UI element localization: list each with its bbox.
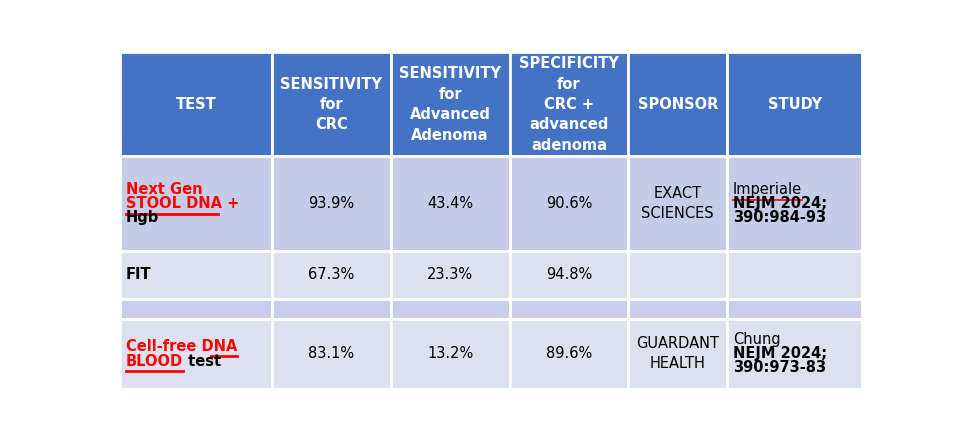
Bar — [510, 52, 628, 156]
Bar — [272, 52, 391, 156]
Text: 94.8%: 94.8% — [546, 267, 592, 282]
Text: BLOOD: BLOOD — [125, 354, 183, 369]
Bar — [272, 156, 391, 251]
Text: NEJM 2024;: NEJM 2024; — [733, 346, 827, 361]
Text: Hgb: Hgb — [125, 211, 159, 225]
Bar — [391, 299, 510, 319]
Bar — [120, 299, 272, 319]
Bar — [628, 52, 727, 156]
Text: Cell-free DNA: Cell-free DNA — [125, 339, 237, 354]
Text: 83.1%: 83.1% — [308, 346, 354, 361]
Bar — [120, 319, 272, 389]
Text: 43.4%: 43.4% — [427, 196, 473, 212]
Bar — [510, 251, 628, 299]
Text: GUARDANT
HEALTH: GUARDANT HEALTH — [636, 336, 719, 371]
Text: SPONSOR: SPONSOR — [637, 97, 718, 112]
Text: NEJM 2024;: NEJM 2024; — [733, 196, 827, 212]
Text: 93.9%: 93.9% — [308, 196, 354, 212]
Bar — [391, 319, 510, 389]
Text: FIT: FIT — [125, 267, 151, 282]
Bar — [510, 299, 628, 319]
Bar — [727, 319, 862, 389]
Bar — [120, 52, 272, 156]
Text: Imperiale: Imperiale — [733, 182, 802, 197]
Text: 390:984-93: 390:984-93 — [733, 211, 826, 225]
Text: EXACT
SCIENCES: EXACT SCIENCES — [642, 187, 714, 221]
Bar — [628, 319, 727, 389]
Text: SENSITIVITY
for
Advanced
Adenoma: SENSITIVITY for Advanced Adenoma — [399, 66, 501, 142]
Bar — [120, 156, 272, 251]
Text: TEST: TEST — [175, 97, 217, 112]
Bar — [272, 299, 391, 319]
Bar — [272, 319, 391, 389]
Text: STUDY: STUDY — [767, 97, 822, 112]
Bar — [628, 251, 727, 299]
Text: 90.6%: 90.6% — [546, 196, 592, 212]
Text: 89.6%: 89.6% — [546, 346, 592, 361]
Text: 67.3%: 67.3% — [308, 267, 354, 282]
Text: 23.3%: 23.3% — [427, 267, 473, 282]
Bar — [727, 251, 862, 299]
Text: Chung: Chung — [733, 332, 781, 347]
Text: SENSITIVITY
for
CRC: SENSITIVITY for CRC — [281, 76, 382, 132]
Bar — [510, 319, 628, 389]
Bar — [727, 156, 862, 251]
Bar — [391, 52, 510, 156]
Bar — [120, 251, 272, 299]
Text: 390:973-83: 390:973-83 — [733, 361, 826, 375]
Bar — [391, 156, 510, 251]
Bar — [272, 251, 391, 299]
Text: 13.2%: 13.2% — [427, 346, 473, 361]
Bar — [628, 156, 727, 251]
Text: Next Gen: Next Gen — [125, 182, 202, 197]
Text: STOOL DNA +: STOOL DNA + — [125, 196, 239, 212]
Bar — [510, 156, 628, 251]
Bar — [628, 299, 727, 319]
Text: test: test — [183, 354, 221, 369]
Text: SPECIFICITY
for
CRC +
advanced
adenoma: SPECIFICITY for CRC + advanced adenoma — [519, 56, 619, 153]
Bar — [727, 52, 862, 156]
Bar — [727, 299, 862, 319]
Bar — [391, 251, 510, 299]
